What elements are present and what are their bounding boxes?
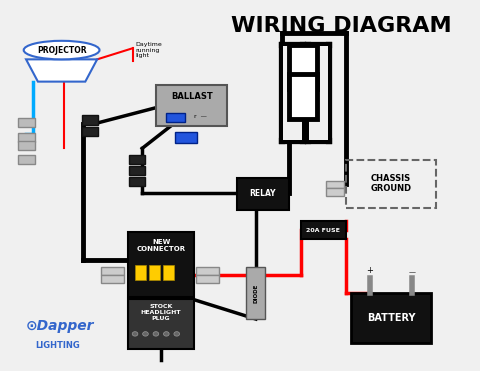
Text: NEW
CONNECTOR: NEW CONNECTOR (136, 239, 186, 252)
Text: LIGHTING: LIGHTING (36, 341, 80, 349)
FancyBboxPatch shape (351, 293, 431, 343)
Text: STOCK
HEADLIGHT
PLUG: STOCK HEADLIGHT PLUG (141, 304, 181, 321)
FancyBboxPatch shape (326, 181, 345, 188)
Text: 20A FUSE: 20A FUSE (306, 228, 340, 233)
Text: BATTERY: BATTERY (367, 313, 415, 323)
FancyBboxPatch shape (246, 267, 265, 319)
FancyBboxPatch shape (326, 188, 345, 196)
FancyBboxPatch shape (289, 74, 317, 119)
FancyBboxPatch shape (175, 132, 197, 143)
FancyBboxPatch shape (196, 267, 219, 275)
Circle shape (132, 332, 138, 336)
FancyBboxPatch shape (196, 275, 219, 283)
FancyBboxPatch shape (18, 141, 35, 150)
Circle shape (164, 332, 169, 336)
FancyBboxPatch shape (82, 127, 98, 136)
Circle shape (143, 332, 148, 336)
Polygon shape (26, 59, 97, 82)
FancyBboxPatch shape (101, 275, 124, 283)
Text: WIRING DIAGRAM: WIRING DIAGRAM (231, 16, 452, 36)
FancyBboxPatch shape (289, 45, 317, 89)
FancyBboxPatch shape (166, 113, 185, 122)
FancyBboxPatch shape (237, 178, 289, 210)
FancyBboxPatch shape (128, 299, 194, 349)
FancyBboxPatch shape (18, 118, 35, 127)
FancyBboxPatch shape (310, 46, 328, 140)
FancyBboxPatch shape (134, 265, 146, 280)
Circle shape (174, 332, 180, 336)
Text: —: — (409, 269, 416, 275)
FancyBboxPatch shape (128, 232, 194, 297)
FancyBboxPatch shape (18, 155, 35, 164)
FancyBboxPatch shape (82, 115, 98, 125)
FancyBboxPatch shape (283, 46, 302, 140)
Text: BALLAST: BALLAST (171, 92, 213, 101)
FancyBboxPatch shape (301, 221, 346, 239)
Text: ⊙Dapper: ⊙Dapper (26, 319, 95, 334)
FancyBboxPatch shape (163, 265, 174, 280)
Text: CHASSIS
GROUND: CHASSIS GROUND (371, 174, 411, 193)
FancyBboxPatch shape (130, 155, 145, 164)
FancyBboxPatch shape (101, 267, 124, 275)
FancyBboxPatch shape (18, 133, 35, 142)
Text: PROJECTOR: PROJECTOR (37, 46, 86, 55)
Circle shape (153, 332, 159, 336)
Text: +: + (366, 266, 373, 275)
Ellipse shape (24, 41, 99, 59)
FancyBboxPatch shape (130, 177, 145, 186)
FancyBboxPatch shape (149, 265, 160, 280)
Text: RELAY: RELAY (250, 189, 276, 198)
Text: r  —: r — (194, 114, 207, 119)
FancyBboxPatch shape (130, 166, 145, 175)
Text: DIODE: DIODE (253, 283, 258, 303)
Text: Daytime
running
light: Daytime running light (135, 42, 162, 58)
FancyBboxPatch shape (156, 85, 228, 126)
